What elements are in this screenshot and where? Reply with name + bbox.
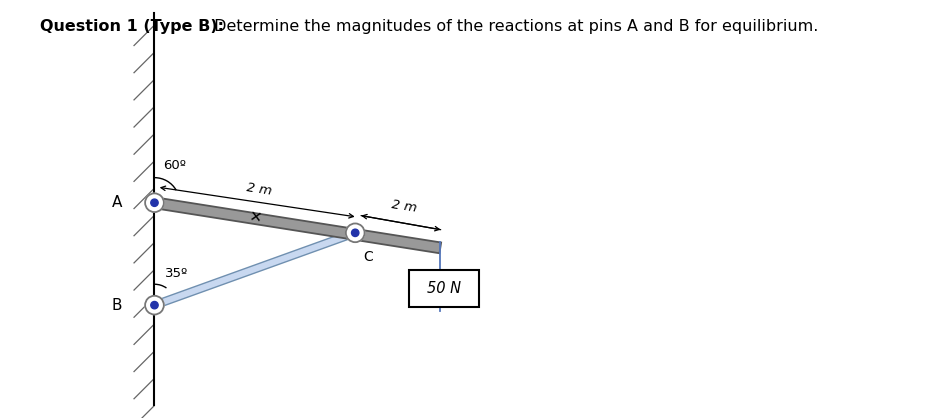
Circle shape <box>346 224 364 242</box>
Text: B: B <box>112 298 122 313</box>
Circle shape <box>145 296 164 314</box>
Circle shape <box>151 199 158 206</box>
Circle shape <box>145 194 164 212</box>
Text: 60º: 60º <box>163 158 186 172</box>
Circle shape <box>151 301 158 309</box>
Text: 35º: 35º <box>165 267 188 280</box>
Text: 2 m: 2 m <box>390 198 417 214</box>
Text: A: A <box>112 195 122 210</box>
FancyBboxPatch shape <box>409 270 478 307</box>
Polygon shape <box>154 229 356 308</box>
Polygon shape <box>154 197 441 253</box>
Circle shape <box>352 229 359 237</box>
Text: 50 N: 50 N <box>427 281 461 296</box>
Text: 2 m: 2 m <box>245 181 273 198</box>
Text: Question 1 (Type B):: Question 1 (Type B): <box>40 19 224 34</box>
Text: ✕: ✕ <box>247 209 263 226</box>
Text: C: C <box>364 250 374 263</box>
Text: Determine the magnitudes of the reactions at pins A and B for equilibrium.: Determine the magnitudes of the reaction… <box>209 19 819 34</box>
